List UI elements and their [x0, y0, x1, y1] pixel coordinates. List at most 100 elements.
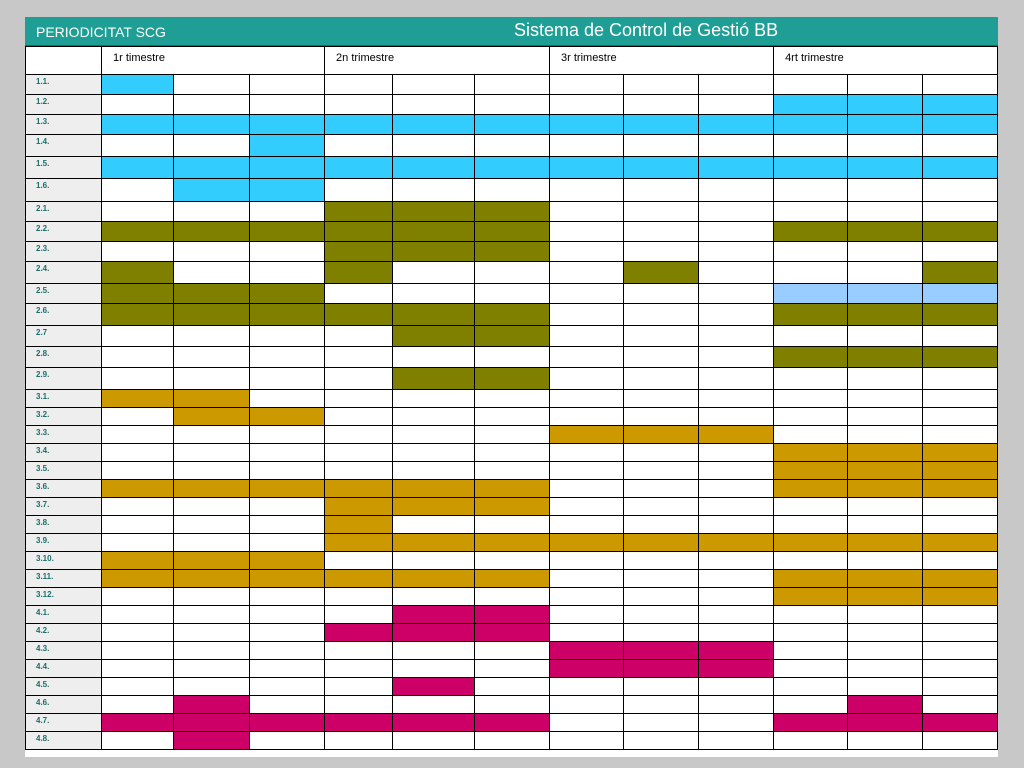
period-cell	[549, 74, 625, 95]
period-cell	[248, 261, 326, 284]
period-cell	[474, 515, 551, 534]
table-row: 4.8.	[25, 731, 999, 750]
period-cell	[392, 114, 476, 135]
period-cell	[773, 367, 849, 390]
period-cell	[698, 407, 775, 426]
period-cell	[698, 497, 775, 516]
row-label: 3.5.	[25, 461, 102, 480]
period-cell	[549, 641, 625, 660]
table-row: 2.1.	[25, 201, 999, 222]
period-cell	[549, 261, 625, 284]
period-cell	[847, 443, 924, 462]
period-cell	[773, 641, 849, 660]
period-cell	[474, 695, 551, 714]
period-cell	[773, 731, 849, 750]
period-cell	[922, 407, 999, 426]
period-cell	[392, 156, 476, 179]
quarter-header-1: 1r timestre	[100, 46, 326, 75]
period-cell	[623, 114, 700, 135]
period-cell	[773, 346, 849, 368]
row-label: 1.6.	[25, 178, 102, 202]
period-cell	[248, 533, 326, 552]
period-cell	[248, 325, 326, 347]
period-cell	[922, 346, 999, 368]
table-row: 3.11.	[25, 569, 999, 588]
period-cell	[101, 623, 174, 642]
period-cell	[101, 551, 174, 570]
period-cell	[922, 695, 999, 714]
period-cell	[173, 623, 250, 642]
period-cell	[101, 325, 174, 347]
period-cell	[549, 346, 625, 368]
table-row: 3.9.	[25, 533, 999, 552]
period-cell	[922, 677, 999, 696]
period-cell	[847, 515, 924, 534]
table-row: 2.9.	[25, 367, 999, 390]
period-cell	[474, 325, 551, 347]
period-cell	[248, 201, 326, 222]
period-cell	[392, 134, 476, 157]
row-label: 1.2.	[25, 94, 102, 115]
period-cell	[698, 178, 775, 202]
period-cell	[101, 461, 174, 480]
period-cell	[773, 114, 849, 135]
period-cell	[922, 367, 999, 390]
table-row: 3.8.	[25, 515, 999, 534]
period-cell	[474, 407, 551, 426]
period-cell	[248, 677, 326, 696]
period-cell	[698, 533, 775, 552]
table-row: 3.4.	[25, 443, 999, 462]
period-cell	[173, 221, 250, 242]
period-cell	[173, 731, 250, 750]
period-cell	[324, 221, 394, 242]
period-cell	[101, 407, 174, 426]
period-cell	[392, 178, 476, 202]
period-cell	[847, 283, 924, 304]
period-cell	[773, 605, 849, 624]
period-cell	[248, 479, 326, 498]
period-cell	[847, 134, 924, 157]
period-cell	[324, 283, 394, 304]
period-cell	[549, 551, 625, 570]
period-cell	[101, 201, 174, 222]
period-cell	[623, 156, 700, 179]
period-cell	[847, 389, 924, 408]
period-cell	[101, 641, 174, 660]
period-cell	[549, 443, 625, 462]
period-cell	[623, 623, 700, 642]
period-cell	[698, 479, 775, 498]
period-cell	[173, 407, 250, 426]
period-cell	[324, 303, 394, 326]
period-cell	[173, 515, 250, 534]
period-cell	[324, 695, 394, 714]
period-cell	[549, 497, 625, 516]
period-cell	[623, 178, 700, 202]
period-cell	[549, 178, 625, 202]
period-cell	[698, 114, 775, 135]
period-cell	[392, 731, 476, 750]
period-cell	[324, 443, 394, 462]
period-cell	[248, 713, 326, 732]
period-cell	[698, 283, 775, 304]
period-cell	[922, 134, 999, 157]
period-cell	[392, 659, 476, 678]
period-cell	[698, 587, 775, 606]
period-cell	[773, 425, 849, 444]
period-cell	[101, 497, 174, 516]
period-cell	[922, 261, 999, 284]
period-cell	[847, 551, 924, 570]
period-cell	[248, 497, 326, 516]
period-cell	[698, 695, 775, 714]
period-cell	[773, 94, 849, 115]
period-cell	[847, 114, 924, 135]
period-cell	[101, 367, 174, 390]
period-cell	[623, 479, 700, 498]
period-cell	[623, 443, 700, 462]
period-cell	[922, 443, 999, 462]
period-cell	[698, 569, 775, 588]
period-cell	[623, 241, 700, 262]
period-cell	[101, 425, 174, 444]
period-cell	[698, 425, 775, 444]
period-cell	[773, 303, 849, 326]
period-cell	[173, 156, 250, 179]
